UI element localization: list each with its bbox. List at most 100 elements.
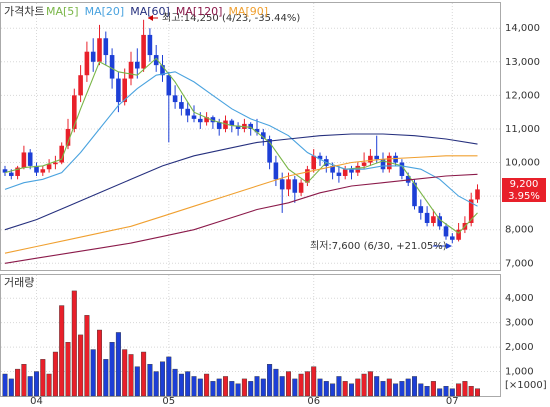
- volume-bar: [342, 381, 348, 397]
- volume-bar: [21, 364, 27, 397]
- volume-bar: [311, 366, 317, 397]
- volume-unit: [×1000]: [505, 380, 547, 391]
- volume-bar: [216, 378, 222, 397]
- volume-bar: [279, 376, 285, 397]
- candle-body: [2, 169, 8, 173]
- volume-bar: [210, 381, 216, 397]
- candle-body: [185, 108, 190, 116]
- volume-bar: [286, 371, 292, 397]
- volume-bar: [59, 305, 65, 397]
- volume-bar: [267, 364, 273, 397]
- volume-bar: [399, 381, 405, 397]
- volume-bar: [229, 381, 235, 397]
- volume-bar: [122, 349, 128, 397]
- candle-body: [78, 75, 83, 96]
- volume-bar: [349, 383, 355, 397]
- candle-body: [431, 216, 436, 223]
- volume-title: 거래량: [4, 276, 34, 289]
- volume-tick-label: 1,000: [505, 367, 534, 378]
- candle-body: [468, 199, 474, 223]
- volume-bar: [109, 342, 115, 397]
- volume-bar: [260, 378, 266, 397]
- candle-body: [9, 172, 14, 176]
- candle-body: [437, 216, 442, 227]
- legend-entry: MA[5]: [46, 5, 79, 18]
- legend-entry: MA[120]: [176, 5, 223, 18]
- y-tick-label: 13,000: [505, 57, 540, 68]
- candle-body: [374, 155, 379, 160]
- candle-body: [204, 117, 209, 123]
- volume-bar: [115, 332, 121, 397]
- candle-body: [456, 229, 461, 240]
- candle-body: [84, 51, 90, 76]
- ma-line: [4, 57, 478, 234]
- volume-bar: [437, 388, 443, 397]
- candle-body: [305, 169, 310, 183]
- ma-line: [4, 71, 478, 207]
- volume-bar: [84, 315, 90, 397]
- candle-body: [405, 175, 411, 183]
- volume-bar: [475, 388, 481, 397]
- candle-body: [128, 61, 134, 79]
- volume-bar: [178, 373, 184, 397]
- volume-bar: [380, 381, 386, 397]
- volume-bar: [330, 383, 336, 397]
- low-arrowhead: [446, 243, 452, 249]
- volume-bar: [90, 349, 96, 397]
- volume-bar: [197, 378, 203, 397]
- volume-bar: [191, 376, 197, 397]
- candle-body: [53, 162, 58, 165]
- candle-body: [153, 55, 159, 66]
- ma-line: [4, 173, 478, 264]
- candle-body: [147, 34, 153, 56]
- volume-bar: [456, 383, 462, 397]
- x-tick-label: 06: [307, 396, 320, 407]
- volume-bar: [241, 378, 247, 397]
- volume-bar: [393, 383, 399, 397]
- volume-bar: [8, 378, 14, 397]
- volume-bar: [128, 354, 134, 397]
- volume-bar: [52, 351, 58, 397]
- volume-bar: [159, 361, 165, 397]
- candle-body: [97, 38, 102, 62]
- volume-bar: [71, 290, 77, 397]
- volume-bar: [134, 366, 140, 397]
- volume-bar: [103, 359, 109, 397]
- candle-body: [198, 118, 203, 123]
- candle-body: [399, 162, 405, 176]
- low-annotation: 최저:7,600 (6/30, +21.05%): [310, 240, 447, 252]
- candle-body: [267, 139, 272, 163]
- ma-line: [4, 155, 478, 254]
- candle-body: [311, 155, 316, 170]
- volume-bar: [418, 383, 424, 397]
- ma-line: [4, 133, 478, 231]
- candle-body: [65, 128, 71, 146]
- candle-body: [40, 169, 46, 173]
- volume-bar: [40, 359, 46, 397]
- volume-bar: [355, 378, 361, 397]
- y-tick-label: 10,000: [505, 158, 540, 169]
- candle-body: [279, 179, 285, 190]
- volume-bar: [317, 378, 323, 397]
- high-arrowhead: [148, 15, 153, 21]
- candle-body: [286, 179, 291, 190]
- candle-body: [342, 169, 348, 176]
- candle-body: [90, 51, 96, 62]
- candle-body: [330, 165, 335, 173]
- volume-bar: [222, 376, 228, 397]
- candle-body: [116, 78, 121, 103]
- volume-bar: [27, 376, 33, 397]
- volume-tick-label: 2,000: [505, 342, 534, 353]
- volume-bar: [449, 388, 455, 397]
- candle-body: [254, 128, 260, 133]
- volume-bar: [254, 376, 260, 397]
- candle-body: [368, 155, 373, 163]
- candle-body: [15, 167, 20, 176]
- volume-bar: [412, 376, 418, 397]
- candle-body: [475, 189, 480, 200]
- volume-bar: [367, 371, 373, 397]
- volume-bar: [273, 368, 279, 397]
- volume-bar: [443, 386, 449, 397]
- volume-bar: [462, 381, 468, 397]
- volume-bar: [235, 383, 241, 397]
